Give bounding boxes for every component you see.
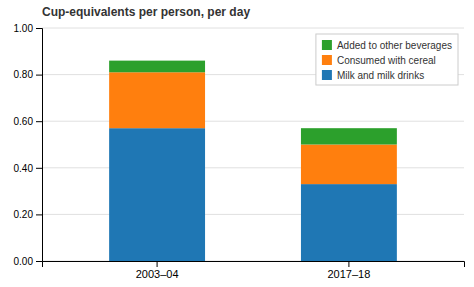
y-tick: 0.00 [14, 256, 42, 267]
grid [42, 28, 464, 261]
bar [301, 145, 397, 185]
legend-swatch [322, 70, 332, 80]
y-tick-label: 1.00 [14, 23, 34, 34]
y-tick: 0.40 [14, 163, 42, 174]
grid-line [42, 121, 464, 122]
bar [301, 128, 397, 144]
legend-item: Milk and milk drinks [322, 70, 424, 81]
bar [109, 72, 205, 128]
y-tick: 0.80 [14, 69, 42, 80]
y-tick: 0.60 [14, 116, 42, 127]
legend-swatch [322, 40, 332, 50]
legend-item: Added to other beverages [322, 40, 452, 51]
y-tick-label: 0.20 [14, 209, 34, 220]
legend-label: Added to other beverages [337, 40, 452, 51]
x-tick-label: 2003–04 [136, 268, 179, 280]
legend-item: Consumed with cereal [322, 55, 436, 66]
y-tick-label: 0.60 [14, 116, 34, 127]
y-axis-line [36, 29, 43, 262]
bar [109, 128, 205, 261]
legend-box [316, 34, 458, 85]
bar [301, 184, 397, 261]
y-tick-label: 0.00 [14, 256, 34, 267]
y-axis: 0.00 0.20 0.40 0.60 0.80 1.00 [14, 23, 43, 267]
y-tick-mark [36, 75, 42, 76]
grid-line [42, 28, 464, 29]
y-tick-mark [36, 121, 42, 122]
bar [109, 61, 205, 73]
y-tick: 1.00 [14, 23, 42, 34]
bar-series [109, 128, 397, 261]
y-tick: 0.20 [14, 209, 42, 220]
y-tick-mark [36, 28, 42, 29]
x-axis: 2003–04 2017–18 [43, 261, 465, 280]
y-tick-label: 0.40 [14, 163, 34, 174]
y-tick-mark [36, 168, 42, 169]
y-tick-mark [36, 261, 42, 262]
grid-line [42, 214, 464, 215]
y-tick-label: 0.80 [14, 69, 34, 80]
title: Cup-equivalents per person, per day [42, 5, 250, 19]
grid-line [42, 167, 464, 168]
legend-label: Milk and milk drinks [337, 70, 424, 81]
x-tick-mark [348, 261, 349, 267]
bars [109, 61, 397, 261]
x-tick-label: 2017–18 [327, 268, 370, 280]
bar-series [109, 72, 397, 184]
chart: 0.00 0.20 0.40 0.60 0.80 1.00 2003–04 2017–18 Ad… [0, 0, 474, 287]
x-tick-mark [157, 261, 158, 267]
y-tick-mark [36, 214, 42, 215]
x-tick: 2017–18 [327, 261, 370, 280]
legend-swatch [322, 55, 332, 65]
x-tick: 2003–04 [136, 261, 179, 280]
legend: Added to other beverages Consumed with ce… [316, 34, 458, 85]
legend-label: Consumed with cereal [337, 55, 436, 66]
plot: 0.00 0.20 0.40 0.60 0.80 1.00 2003–04 2017–18 Ad… [14, 23, 465, 280]
x-axis-line [43, 262, 465, 268]
